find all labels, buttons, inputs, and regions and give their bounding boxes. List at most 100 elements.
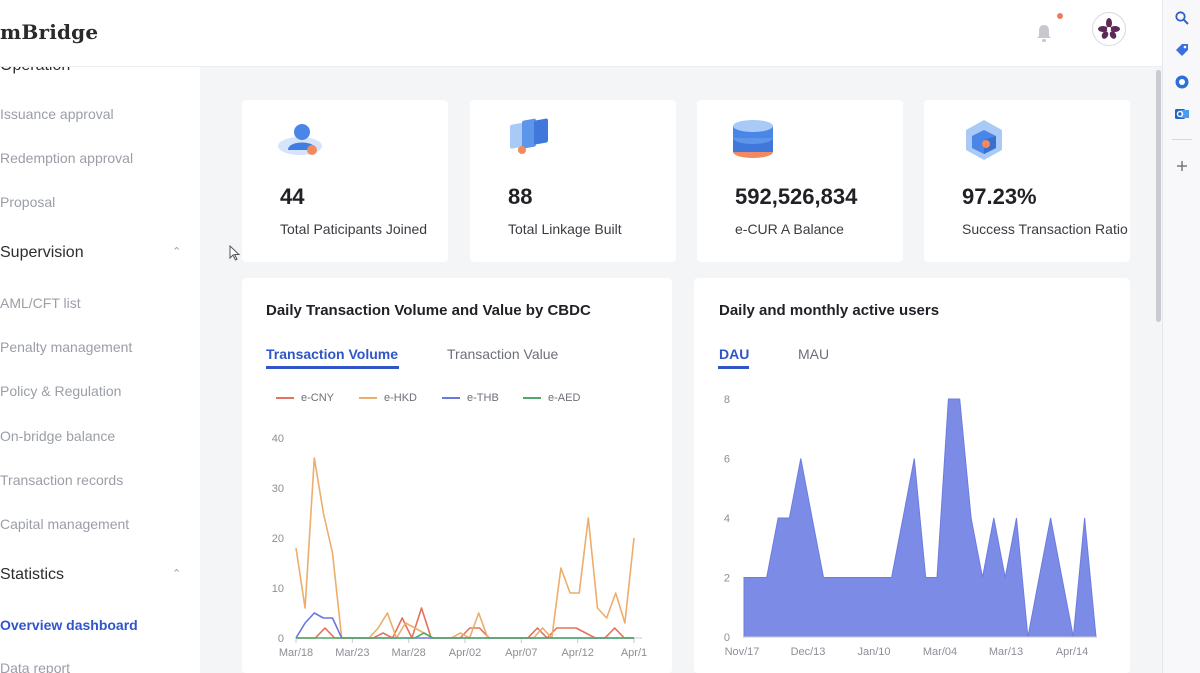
participants-icon xyxy=(278,124,322,155)
nav-item-on-bridge-balance[interactable]: On-bridge balance xyxy=(0,428,116,444)
sidebar-divider xyxy=(1172,139,1192,140)
nav-item-redemption-approval[interactable]: Redemption approval xyxy=(0,150,134,166)
search-icon[interactable] xyxy=(1174,10,1190,26)
chart-title: Daily and monthly active users xyxy=(719,302,940,319)
nav-item-issuance-approval[interactable]: Issuance approval xyxy=(0,106,114,122)
active-users-chart-panel: Daily and monthly active users DAU MAU 0… xyxy=(694,278,1130,673)
office-icon[interactable] xyxy=(1174,74,1190,90)
nav-item-overview-dashboard[interactable]: Overview dashboard xyxy=(0,617,138,633)
x-tick-label: Mar/18 xyxy=(279,647,313,659)
nav-group-supervision[interactable]: Supervision xyxy=(0,244,84,261)
chart-title: Daily Transaction Volume and Value by CB… xyxy=(266,302,591,319)
left-navigation: Operation Issuance approval Redemption a… xyxy=(0,66,200,673)
legend-item[interactable]: e-THB xyxy=(442,392,499,404)
legend-label: e-CNY xyxy=(301,392,335,404)
active-users-area-chart: 0 2 4 6 8 Nov/17 Dec/13 Jan/10 Mar/04 Mar/13 Apr/1… xyxy=(724,394,1097,658)
y-tick-label: 4 xyxy=(724,513,730,525)
legend-label: e-THB xyxy=(467,392,499,404)
series-line-e-THB xyxy=(295,612,634,639)
success-cube-icon xyxy=(966,120,1002,160)
x-tick-label: Apr/12 xyxy=(561,647,593,659)
tab-mau[interactable]: MAU xyxy=(798,346,830,362)
series-line-e-HKD xyxy=(295,457,635,639)
y-tick-label: 0 xyxy=(724,632,730,644)
y-tick-label: 20 xyxy=(272,533,284,545)
active-tab-indicator xyxy=(718,366,749,369)
x-tick-label: Jan/10 xyxy=(857,646,890,658)
nav-group-operation[interactable]: Operation xyxy=(0,66,70,75)
y-tick-label: 8 xyxy=(724,394,730,406)
flower-emblem-icon xyxy=(1095,15,1123,43)
legend-item[interactable]: e-HKD xyxy=(359,392,417,404)
y-tick-label: 0 xyxy=(278,633,284,645)
stat-card-participants: 44 Total Paticipants Joined xyxy=(242,100,448,262)
top-bar: mBridge xyxy=(0,0,1162,67)
series-line-e-CNY xyxy=(296,607,634,639)
y-tick-label: 30 xyxy=(272,483,284,495)
stat-label: Total Paticipants Joined xyxy=(280,221,428,237)
stat-value: 88 xyxy=(508,184,533,209)
legend-label: e-AED xyxy=(548,392,581,404)
x-tick-label: Mar/04 xyxy=(923,646,957,658)
x-tick-label: Apr/07 xyxy=(505,647,537,659)
nav-item-data-report[interactable]: Data report xyxy=(0,660,71,673)
notification-bell-icon[interactable] xyxy=(1034,22,1054,44)
page-scrollbar-thumb[interactable] xyxy=(1156,70,1161,322)
active-tab-indicator xyxy=(266,366,399,369)
notification-dot xyxy=(1057,13,1063,19)
legend-label: e-HKD xyxy=(384,392,418,404)
dau-area xyxy=(743,398,1097,638)
linkage-icon xyxy=(510,118,548,154)
nav-group-statistics[interactable]: Statistics xyxy=(0,566,65,583)
browser-sidebar xyxy=(1162,0,1200,673)
x-tick-label: Mar/13 xyxy=(989,646,1023,658)
chevron-up-icon[interactable]: ⌃ xyxy=(172,246,182,258)
nav-item-capital-management[interactable]: Capital management xyxy=(0,516,130,532)
add-icon[interactable] xyxy=(1174,158,1190,174)
page-scrollbar-track xyxy=(1154,66,1162,673)
outlook-icon[interactable] xyxy=(1174,106,1190,122)
chevron-up-icon[interactable]: ⌃ xyxy=(172,568,182,580)
x-tick-label: Apr/02 xyxy=(449,647,481,659)
tab-transaction-volume[interactable]: Transaction Volume xyxy=(266,346,398,362)
stat-value: 97.23% xyxy=(962,184,1037,209)
stat-card-linkage: 88 Total Linkage Built xyxy=(470,100,676,262)
nav-item-penalty-management[interactable]: Penalty management xyxy=(0,339,133,355)
nav-item-transaction-records[interactable]: Transaction records xyxy=(0,472,124,488)
tag-icon[interactable] xyxy=(1174,42,1190,58)
legend-swatch xyxy=(442,397,460,400)
legend-swatch xyxy=(276,397,294,400)
tab-transaction-value[interactable]: Transaction Value xyxy=(447,346,559,362)
stat-label: Total Linkage Built xyxy=(508,221,622,237)
nav-item-proposal[interactable]: Proposal xyxy=(0,194,56,210)
legend-item[interactable]: e-AED xyxy=(523,392,580,404)
stat-label: Success Transaction Ratio xyxy=(962,221,1128,237)
legend-swatch xyxy=(523,397,541,400)
legend-swatch xyxy=(359,397,377,400)
y-tick-label: 40 xyxy=(272,433,284,445)
app-logo[interactable]: mBridge xyxy=(0,20,99,44)
x-tick-label: Dec/13 xyxy=(791,646,826,658)
series-line-e-AED xyxy=(296,632,634,639)
x-tick-label: Apr/1 xyxy=(621,647,647,659)
stat-label: e-CUR A Balance xyxy=(735,221,844,237)
y-tick-label: 10 xyxy=(272,583,284,595)
balance-database-icon xyxy=(733,120,773,158)
x-tick-label: Mar/23 xyxy=(335,647,369,659)
x-tick-label: Nov/17 xyxy=(725,646,760,658)
stat-value: 592,526,834 xyxy=(735,184,858,209)
nav-item-aml-cft-list[interactable]: AML/CFT list xyxy=(0,295,81,311)
stat-card-balance: 592,526,834 e-CUR A Balance xyxy=(697,100,903,262)
nav-item-policy-regulation[interactable]: Policy & Regulation xyxy=(0,383,122,399)
transaction-line-chart: 0 10 20 30 40 Mar/18 Mar/23 Mar/28 Apr/02 Apr/07 A… xyxy=(272,433,647,659)
user-avatar[interactable] xyxy=(1092,12,1126,46)
tab-dau[interactable]: DAU xyxy=(719,346,750,362)
y-tick-label: 6 xyxy=(724,454,730,466)
x-tick-label: Mar/28 xyxy=(392,647,426,659)
stat-value: 44 xyxy=(280,184,305,209)
transaction-chart-panel: Daily Transaction Volume and Value by CB… xyxy=(242,278,672,673)
y-tick-label: 2 xyxy=(724,573,730,585)
x-tick-label: Apr/14 xyxy=(1056,646,1088,658)
mouse-cursor-icon xyxy=(229,245,241,261)
legend-item[interactable]: e-CNY xyxy=(276,392,334,404)
